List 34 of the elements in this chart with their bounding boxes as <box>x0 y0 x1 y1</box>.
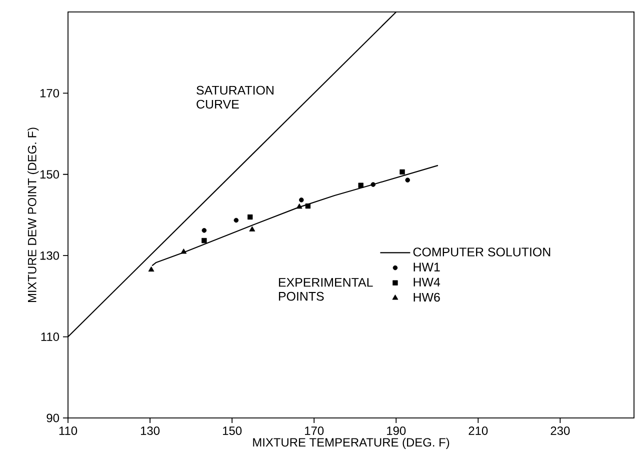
y-tick-label: 150 <box>40 170 60 179</box>
point <box>305 203 311 209</box>
x-axis-title: MIXTURE TEMPERATURE (DEG. F) <box>253 438 450 449</box>
point <box>180 248 187 254</box>
annotation: EXPERIMENTAL POINTS <box>278 278 373 301</box>
x-tick-label: 150 <box>223 426 242 435</box>
point <box>405 178 410 182</box>
y-tick-label: 110 <box>41 332 60 342</box>
x-tick-label: 110 <box>59 426 78 435</box>
legend-label: HW1 <box>414 262 440 272</box>
point <box>296 203 302 209</box>
point <box>370 182 376 187</box>
point <box>249 226 256 232</box>
point <box>358 182 364 188</box>
x-tick-label: 190 <box>387 426 406 435</box>
x-tick-label: 230 <box>550 426 570 435</box>
legend-label: HW4 <box>414 278 440 286</box>
legend-label: COMPUTER SOLUTION <box>413 248 550 256</box>
x-tick-label: 170 <box>305 426 324 435</box>
legend-label: HW6 <box>414 292 440 302</box>
point <box>202 228 207 233</box>
y-axis-title: MIXTURE DEW POINT (DEG. F) <box>28 128 39 302</box>
point <box>248 214 253 220</box>
x-tick-label: 210 <box>468 426 488 435</box>
y-tick-label: 130 <box>40 251 60 260</box>
y-tick-label: 170 <box>40 88 60 98</box>
point <box>400 169 405 175</box>
point <box>234 218 239 223</box>
series-label: SATURATION CURVE <box>196 86 274 109</box>
y-tick-label: 90 <box>46 414 60 422</box>
point <box>298 198 304 202</box>
point <box>148 266 154 272</box>
x-tick-label: 130 <box>140 426 160 435</box>
point <box>202 238 207 244</box>
